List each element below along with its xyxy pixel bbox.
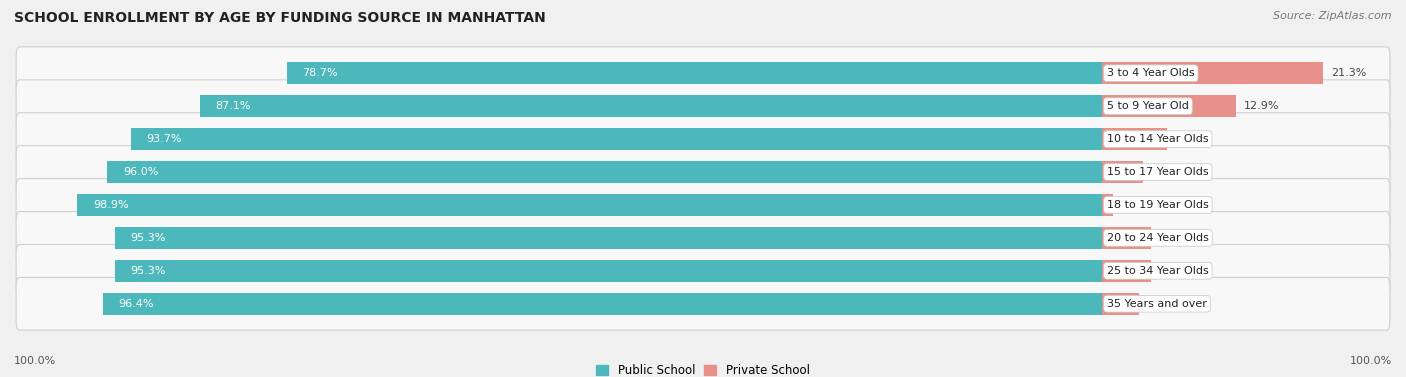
Text: 35 Years and over: 35 Years and over [1107,299,1206,309]
Text: Source: ZipAtlas.com: Source: ZipAtlas.com [1274,11,1392,21]
Text: 4.7%: 4.7% [1159,266,1187,276]
Text: 3.6%: 3.6% [1147,299,1175,309]
Bar [1102,227,1150,249]
Text: 20 to 24 Year Olds: 20 to 24 Year Olds [1107,233,1209,243]
Text: 5 to 9 Year Old: 5 to 9 Year Old [1107,101,1189,111]
Text: 25 to 34 Year Olds: 25 to 34 Year Olds [1107,266,1209,276]
Bar [131,128,1102,150]
Bar [114,227,1102,249]
Bar [1102,161,1143,183]
Bar [114,260,1102,282]
FancyBboxPatch shape [15,277,1391,330]
Text: 21.3%: 21.3% [1331,68,1367,78]
Text: 87.1%: 87.1% [215,101,250,111]
Text: 98.9%: 98.9% [93,200,128,210]
Bar [103,293,1102,315]
Text: 3 to 4 Year Olds: 3 to 4 Year Olds [1107,68,1195,78]
FancyBboxPatch shape [15,113,1391,166]
Text: SCHOOL ENROLLMENT BY AGE BY FUNDING SOURCE IN MANHATTAN: SCHOOL ENROLLMENT BY AGE BY FUNDING SOUR… [14,11,546,25]
Bar [107,161,1102,183]
Bar [1102,95,1236,117]
Bar [1102,62,1323,84]
FancyBboxPatch shape [15,211,1391,264]
FancyBboxPatch shape [15,80,1391,132]
Text: 96.0%: 96.0% [122,167,159,177]
Text: 1.1%: 1.1% [1122,200,1150,210]
Bar [1102,194,1114,216]
Text: 6.3%: 6.3% [1175,134,1204,144]
Text: 95.3%: 95.3% [131,266,166,276]
Text: 18 to 19 Year Olds: 18 to 19 Year Olds [1107,200,1209,210]
Text: 93.7%: 93.7% [146,134,183,144]
Text: 15 to 17 Year Olds: 15 to 17 Year Olds [1107,167,1209,177]
Bar [1102,260,1150,282]
Text: 100.0%: 100.0% [1350,356,1392,366]
Text: 4.0%: 4.0% [1152,167,1180,177]
Legend: Public School, Private School: Public School, Private School [596,365,810,377]
FancyBboxPatch shape [15,47,1391,100]
Text: 78.7%: 78.7% [302,68,337,78]
Bar [1102,128,1167,150]
Text: 95.3%: 95.3% [131,233,166,243]
Bar [287,62,1102,84]
Text: 10 to 14 Year Olds: 10 to 14 Year Olds [1107,134,1209,144]
Bar [200,95,1102,117]
FancyBboxPatch shape [15,245,1391,297]
Bar [77,194,1102,216]
Text: 4.7%: 4.7% [1159,233,1187,243]
Text: 96.4%: 96.4% [118,299,155,309]
FancyBboxPatch shape [15,179,1391,231]
Text: 100.0%: 100.0% [14,356,56,366]
FancyBboxPatch shape [15,146,1391,198]
Text: 12.9%: 12.9% [1244,101,1279,111]
Bar [1102,293,1139,315]
